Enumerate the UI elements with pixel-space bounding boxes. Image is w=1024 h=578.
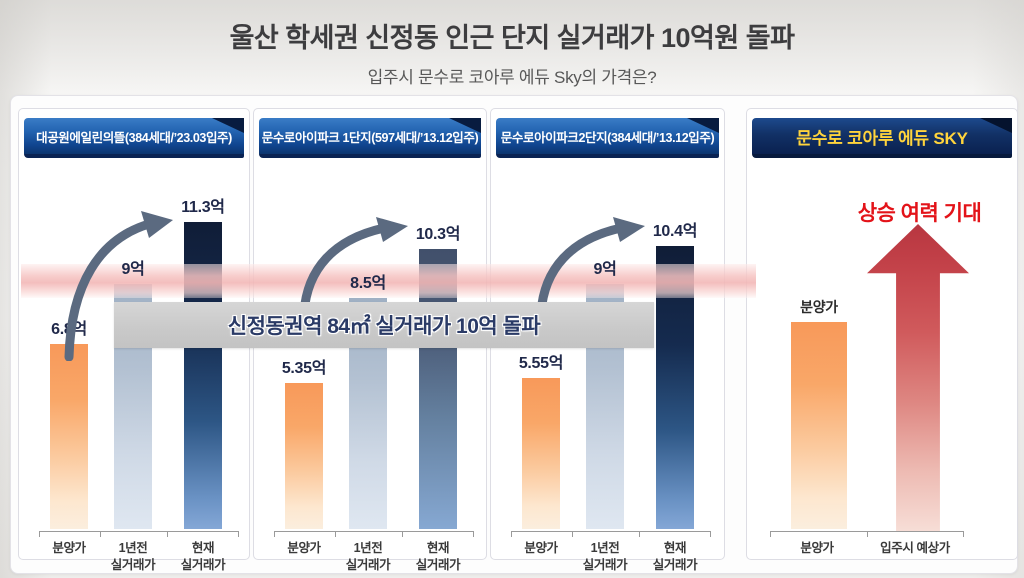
bar-value-label: 8.5억	[350, 275, 386, 292]
category-label: 현재 실거래가	[415, 541, 461, 572]
category-label: 분양가	[52, 541, 86, 555]
bar-value-label: 5.55억	[518, 355, 564, 372]
x-axis	[274, 531, 474, 538]
up-arrow-icon	[867, 224, 969, 532]
category-label: 1년전 실거래가	[110, 541, 156, 572]
panel-title: 문수로아이파크 1단지(597세대/’13.12입주)	[261, 130, 479, 145]
axis-tick	[572, 532, 573, 537]
panel-munsuro-koaru-edu-sky: 문수로 코아루 에듀 SKY 상승 여력 기대 분양가 분양가 입주시 예상가	[746, 108, 1018, 560]
axis-tick	[710, 532, 711, 537]
bar-bunyangga	[522, 378, 560, 529]
category-label: 입주시 예상가	[880, 541, 950, 555]
axis-tick	[473, 532, 474, 537]
callout-banner-text: 신정동권역 84㎡ 실거래가 10억 돌파	[227, 315, 541, 338]
page-title: 울산 학세권 신정동 인근 단지 실거래가 10억원 돌파	[229, 23, 795, 53]
panel-title: 문수로 코아루 에듀 SKY	[796, 128, 968, 148]
x-axis	[770, 531, 964, 538]
category-label: 1년전 실거래가	[582, 541, 628, 572]
bar-value-label: 11.3억	[181, 199, 225, 216]
category-label: 1년전 실거래가	[345, 541, 391, 572]
ribbon-fold-icon	[980, 118, 1012, 133]
x-axis	[39, 531, 239, 538]
panel-header-ribbon: 대공원에일린의뜰(384세대/’23.03입주)	[24, 118, 244, 158]
bar-bunyangga	[791, 322, 847, 529]
panel-header-ribbon: 문수로아이파크2단지(384세대/’13.12입주)	[496, 118, 719, 158]
category-label: 분양가	[287, 541, 321, 555]
bar-value-label: 10.4억	[652, 223, 698, 240]
axis-tick	[770, 532, 771, 537]
chart-board: 대공원에일린의뜰(384세대/’23.03입주) 6.8억 9억 11.3억	[10, 95, 1018, 574]
bar-value-label: 5.35억	[281, 360, 327, 377]
panel-title: 문수로아이파크2단지(384세대/’13.12입주)	[500, 130, 715, 145]
axis-tick	[639, 532, 640, 537]
axis-tick	[274, 532, 275, 537]
axis-tick	[335, 532, 336, 537]
bar-slot-bunyangga: 분양가	[779, 109, 859, 559]
category-label: 분양가	[524, 541, 558, 555]
axis-tick	[867, 532, 868, 537]
panel-header-ribbon: 문수로 코아루 에듀 SKY	[752, 118, 1012, 158]
category-label: 현재 실거래가	[180, 541, 226, 572]
axis-tick	[39, 532, 40, 537]
rise-swoosh-arrow-icon	[536, 217, 645, 317]
axis-tick	[238, 532, 239, 537]
category-label: 분양가	[800, 541, 834, 555]
axis-tick	[167, 532, 168, 537]
axis-tick	[511, 532, 512, 537]
bar-value-label: 분양가	[800, 299, 838, 315]
bar-value-label: 9억	[121, 261, 145, 278]
bar-bunyangga	[50, 344, 88, 529]
x-axis	[511, 531, 711, 538]
bar-slot-bunyangga: 5.35억	[264, 109, 344, 559]
rise-swoosh-arrow-icon	[64, 211, 173, 361]
rise-expectation-label: 상승 여력 기대	[857, 202, 982, 225]
callout-banner: 신정동권역 84㎡ 실거래가 10억 돌파	[114, 302, 654, 348]
axis-tick	[402, 532, 403, 537]
bar-slot-bunyangga: 5.55억	[501, 109, 581, 559]
axis-tick	[963, 532, 964, 537]
threshold-band	[21, 264, 756, 298]
category-label: 현재 실거래가	[652, 541, 698, 572]
bar-value-label: 9억	[593, 261, 617, 278]
bar-value-label: 10.3억	[415, 226, 461, 243]
panel-header-ribbon: 문수로아이파크 1단지(597세대/’13.12입주)	[259, 118, 481, 158]
axis-tick	[100, 532, 101, 537]
page-header: 울산 학세권 신정동 인근 단지 실거래가 10억원 돌파 입주시 문수로 코아…	[0, 16, 1024, 88]
bar-bunyangga	[285, 383, 323, 529]
panel-title: 대공원에일린의뜰(384세대/’23.03입주)	[36, 130, 232, 145]
rise-swoosh-arrow-icon	[299, 217, 408, 317]
page-subtitle: 입주시 문수로 코아루 에듀 Sky의 가격은?	[367, 68, 657, 87]
